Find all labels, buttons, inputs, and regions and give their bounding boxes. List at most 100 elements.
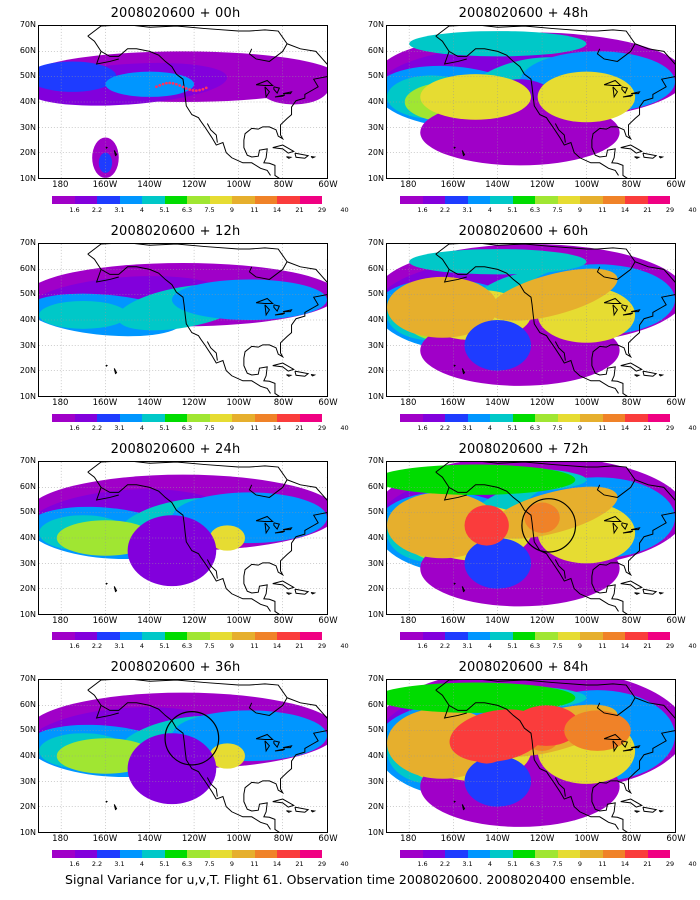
colorbar-swatch [422, 632, 445, 640]
colorbar-swatch [602, 850, 625, 858]
lon-tick-label: 140W [137, 834, 162, 844]
colorbar-tick-label: 6.3 [529, 206, 541, 214]
lat-tick-label: 10N [19, 174, 36, 183]
variance-map [39, 244, 327, 396]
variance-map [387, 244, 675, 396]
lon-tick-label: 180 [52, 616, 69, 626]
colorbar-swatch [74, 196, 97, 204]
lat-tick-label: 50N [367, 71, 384, 81]
colorbar-swatch [254, 196, 277, 204]
colorbar-tick-label: 11 [250, 206, 259, 214]
lat-tick-label: 10N [367, 174, 384, 183]
forecast-panel-24h: 2008020600 + 24h 70N 60N 50N 40N 30N 20N 10N 180… [8, 442, 349, 658]
colorbar-tick-label: 7.5 [552, 642, 563, 650]
colorbar-tick-label: 21 [295, 424, 304, 432]
colorbar-tick-label: 7.5 [204, 206, 215, 214]
colorbar [400, 196, 670, 204]
colorbar-tick-label: 40 [340, 424, 349, 432]
lat-tick-label: 60N [19, 699, 36, 709]
variance-map [39, 462, 327, 614]
colorbar-tick-label: 4 [139, 860, 145, 868]
lat-tick-label: 10N [19, 610, 36, 619]
colorbar-tick-label: 1.6 [69, 424, 80, 432]
lat-tick-label: 30N [367, 340, 384, 350]
map-plot-area [386, 461, 676, 615]
colorbar-swatch [512, 414, 535, 422]
colorbar-swatch [209, 632, 232, 640]
colorbar-swatch [209, 850, 232, 858]
colorbar-tick-label: 5.1 [507, 642, 518, 650]
colorbar-tick-label: 29 [317, 424, 327, 432]
colorbar-swatch [625, 414, 648, 422]
colorbar [52, 850, 322, 858]
panel-title: 2008020600 + 72h [458, 442, 589, 457]
colorbar-swatch [277, 196, 300, 204]
colorbar-swatch [187, 632, 210, 640]
coastlines [87, 462, 327, 614]
panel-title: 2008020600 + 36h [110, 660, 241, 675]
lon-tick-label: 140W [137, 616, 162, 626]
colorbar-swatch [97, 632, 120, 640]
lon-tick-label: 120W [529, 616, 555, 626]
colorbar-tick-label: 9 [229, 206, 235, 214]
panel-title: 2008020600 + 60h [458, 224, 589, 239]
lon-tick-label: 60W [318, 834, 338, 844]
variance-field [39, 474, 327, 587]
lat-tick-label: 20N [367, 802, 384, 812]
lat-tick-label: 70N [367, 20, 384, 29]
lon-tick-label: 120W [181, 180, 207, 190]
colorbar-swatch [557, 632, 580, 640]
colorbar-swatch [52, 196, 75, 204]
lon-tick-label: 180 [52, 180, 69, 190]
colorbar-swatch [535, 414, 558, 422]
coastlines [435, 244, 675, 396]
lon-tick-label: 160W [440, 398, 466, 408]
colorbar-swatch [209, 196, 232, 204]
colorbar-swatch [535, 850, 558, 858]
graticule [39, 462, 327, 614]
colorbar-tick-label: 2.2 [91, 860, 103, 868]
lat-tick-label: 40N [19, 315, 36, 324]
colorbar-swatch [602, 196, 625, 204]
colorbar-tick-label: 4 [139, 642, 145, 650]
lon-tick-label: 120W [181, 834, 207, 844]
lon-tick-label: 160W [92, 180, 118, 190]
colorbar-swatch [535, 196, 558, 204]
variance-field [387, 31, 675, 166]
figure-caption: Signal Variance for u,v,T. Flight 61. Ob… [65, 872, 635, 887]
colorbar-tick-label: 7.5 [204, 424, 215, 432]
colorbar-swatch [277, 850, 300, 858]
colorbar-tick-label: 7.5 [552, 860, 563, 868]
colorbar-tick-label: 3.1 [114, 642, 125, 650]
lat-tick-label: 40N [19, 97, 36, 106]
graticule [387, 26, 675, 178]
map-plot-area [38, 243, 328, 397]
colorbar-swatch [467, 196, 490, 204]
colorbar-labels: 1.6 2.2 3.1 4 5.1 6.3 7.5 9 11 14 21 29 40 [52, 860, 348, 870]
lon-tick-label: 160W [92, 616, 118, 626]
colorbar-swatch [580, 196, 603, 204]
lon-tick-label: 180 [52, 834, 69, 844]
colorbar-swatch [142, 196, 165, 204]
lat-tick-label: 50N [19, 507, 36, 517]
colorbar-tick-label: 4 [139, 424, 145, 432]
colorbar-tick-label: 3.1 [114, 860, 125, 868]
colorbar-labels: 1.6 2.2 3.1 4 5.1 6.3 7.5 9 11 14 21 29 40 [400, 642, 696, 652]
lon-tick-label: 120W [529, 834, 555, 844]
colorbar-swatch [445, 196, 468, 204]
graticule [387, 244, 675, 396]
colorbar-swatch [164, 850, 187, 858]
colorbar-tick-label: 5.1 [159, 206, 170, 214]
colorbar-tick-label: 1.6 [417, 642, 428, 650]
colorbar [400, 632, 670, 640]
lon-tick-label: 80W [273, 398, 293, 408]
lon-tick-label: 100W [574, 616, 600, 626]
colorbar-tick-label: 6.3 [529, 860, 541, 868]
colorbar-tick-label: 40 [688, 424, 697, 432]
lon-tick-label: 80W [621, 616, 641, 626]
colorbar-swatch [74, 414, 97, 422]
lat-tick-label: 50N [19, 725, 36, 735]
lon-tick-label: 80W [621, 398, 641, 408]
lat-tick-label: 70N [19, 456, 36, 465]
forecast-panel-72h: 2008020600 + 72h 70N 60N 50N 40N 30N 20N 10N 180… [356, 442, 697, 658]
